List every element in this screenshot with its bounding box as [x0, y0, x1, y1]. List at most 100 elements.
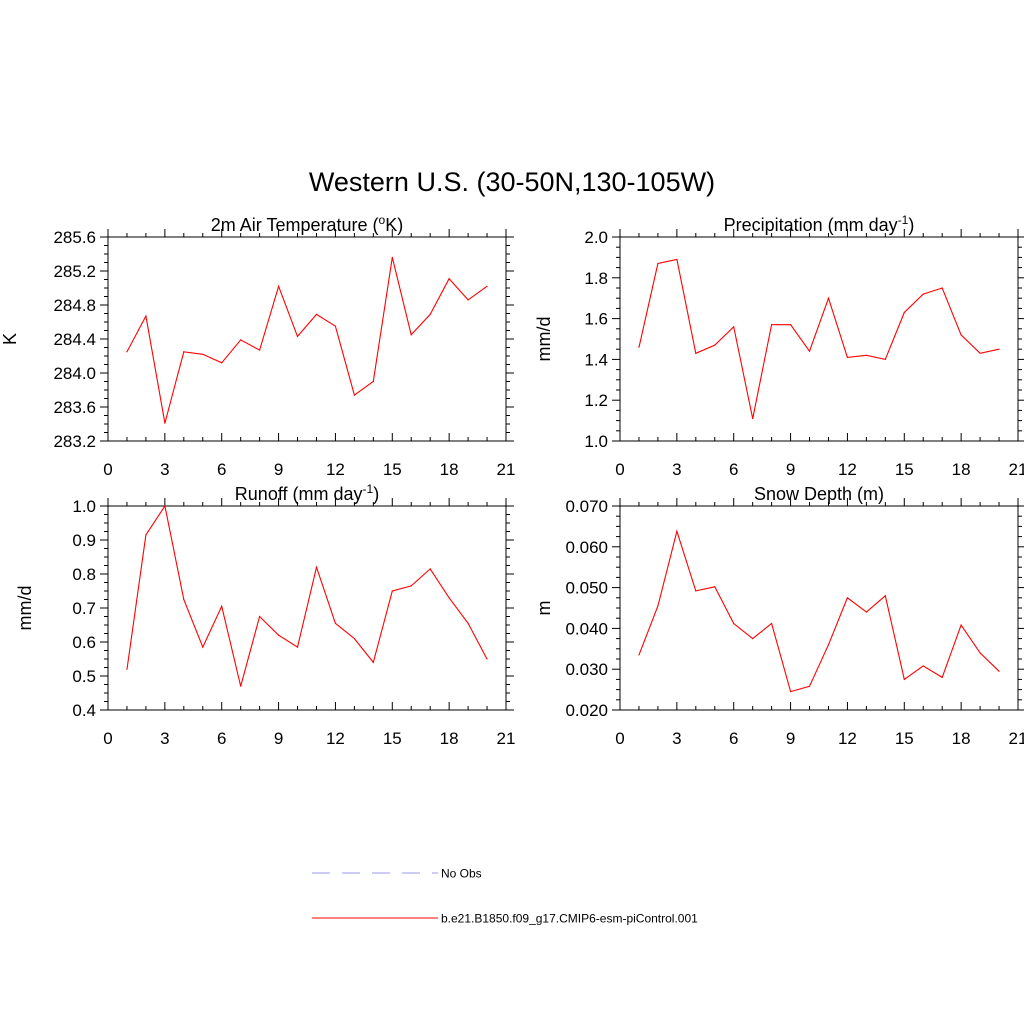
data-point	[334, 622, 337, 624]
x-tick-label: 15	[895, 460, 914, 479]
data-point	[221, 362, 223, 364]
y-axis: 0.4 0.5 0.6 0.7 0.8 0.9 1.0	[72, 497, 514, 720]
x-tick-label: 9	[274, 729, 283, 748]
data-point	[714, 344, 716, 346]
legend-label-model: b.e21.B1850.f09_g17.CMIP6-esm-piControl.…	[441, 912, 698, 926]
data-point	[410, 334, 412, 336]
y-tick-label: 1.8	[584, 269, 608, 288]
y-tick-label: 1.4	[584, 350, 608, 369]
y-tick-label: 0.7	[72, 599, 96, 618]
data-point	[865, 611, 867, 613]
panel-title: Precipitation (mm day-1)	[724, 213, 915, 235]
series-line-1	[126, 504, 488, 687]
data-point	[771, 622, 773, 625]
panel-3: 0 3 6 9 12 15 18 21 0.4 0.5 0.6 0.7 0.8 0.9 1.0 mm/d Run…	[15, 482, 515, 748]
y-axis-label: mm/d	[534, 317, 554, 362]
data-point	[771, 324, 773, 326]
data-point	[827, 644, 830, 646]
data-point	[922, 665, 924, 667]
x-tick-label: 18	[952, 460, 971, 479]
data-point	[676, 258, 678, 261]
data-point	[884, 595, 886, 597]
data-point	[315, 566, 318, 568]
x-tick-label: 9	[786, 729, 795, 748]
plot-frame	[619, 505, 1019, 711]
x-tick-label: 6	[217, 460, 226, 479]
y-axis: 0.020 0.030 0.040 0.050 0.060 0.070	[565, 497, 1024, 720]
x-tick-label: 0	[615, 729, 624, 748]
x-tick-label: 21	[1009, 729, 1024, 748]
y-tick-label: 284.8	[53, 296, 96, 315]
data-point	[429, 313, 431, 315]
y-tick-label: 0.060	[565, 538, 608, 557]
panel-2: 0 3 6 9 12 15 18 21 1.0 1.2 1.4 1.6 1.8 2.0 mm/d Precip…	[534, 213, 1024, 479]
data-point	[998, 670, 1000, 672]
panel-4: 0 3 6 9 12 15 18 210.0200.0300.0400.0500.0600.0…	[534, 484, 1024, 748]
y-tick-label: 285.6	[53, 228, 96, 247]
data-point	[714, 586, 716, 588]
data-point	[315, 313, 318, 315]
x-tick-label: 6	[729, 729, 738, 748]
x-axis: 0 3 6 9 12 15 18 21	[103, 229, 515, 479]
data-point	[827, 297, 830, 299]
x-tick-label: 12	[838, 460, 857, 479]
series-line-1	[126, 257, 488, 424]
x-tick-label: 9	[274, 460, 283, 479]
data-point	[752, 417, 754, 420]
data-point	[903, 678, 905, 681]
legend: No Obs b.e21.B1850.f09_g17.CMIP6-esm-piC…	[312, 867, 698, 926]
data-point	[638, 346, 640, 348]
y-axis: 283.2 283.6 284.0 284.4 284.8 285.2 285.6	[53, 228, 514, 451]
x-tick-label: 15	[383, 460, 402, 479]
x-tick-label: 18	[440, 460, 459, 479]
x-axis: 0 3 6 9 12 15 18 21	[103, 498, 515, 748]
y-tick-label: 0.020	[565, 701, 608, 720]
data-point	[145, 534, 147, 536]
series-line-1	[638, 258, 1000, 419]
x-tick-label: 0	[615, 460, 624, 479]
x-tick-label: 3	[672, 460, 681, 479]
y-tick-label: 0.6	[72, 633, 96, 652]
panel-1: 0 3 6 9 12 15 18 21 283.2 283.6 284.0 284.4 284.8 285…	[0, 213, 515, 479]
data-point	[353, 394, 355, 396]
data-point	[202, 353, 204, 355]
data-point	[467, 299, 469, 301]
data-point	[752, 638, 754, 640]
data-point	[657, 262, 659, 265]
data-point	[145, 315, 147, 317]
y-tick-label: 0.050	[565, 579, 608, 598]
data-point	[259, 615, 261, 618]
x-axis: 0 3 6 9 12 15 18 21	[615, 498, 1024, 748]
data-point	[126, 668, 128, 670]
x-tick-label: 21	[497, 729, 516, 748]
data-point	[391, 590, 393, 592]
x-tick-label: 18	[952, 729, 971, 748]
data-point	[941, 287, 943, 289]
data-point	[372, 380, 374, 383]
data-point	[960, 624, 962, 626]
data-point	[221, 605, 223, 607]
y-tick-label: 283.2	[53, 432, 96, 451]
y-tick-label: 0.030	[565, 660, 608, 679]
data-point	[467, 622, 469, 624]
y-axis-label: m	[534, 601, 554, 616]
y-tick-label: 2.0	[584, 228, 608, 247]
data-point	[126, 351, 128, 353]
y-axis-label: mm/d	[15, 586, 35, 631]
data-point	[183, 351, 185, 353]
x-tick-label: 3	[160, 460, 169, 479]
data-point	[846, 356, 849, 358]
data-point	[865, 354, 867, 356]
data-point	[733, 622, 735, 625]
data-point	[695, 590, 697, 592]
y-tick-label: 1.0	[72, 497, 96, 516]
data-point	[277, 285, 280, 287]
x-tick-label: 9	[786, 460, 795, 479]
data-point	[998, 348, 1000, 350]
data-point	[296, 335, 299, 338]
data-point	[676, 530, 678, 532]
plot-frame	[619, 236, 1019, 442]
data-point	[372, 661, 374, 664]
data-point	[903, 311, 905, 314]
x-tick-label: 0	[103, 729, 112, 748]
